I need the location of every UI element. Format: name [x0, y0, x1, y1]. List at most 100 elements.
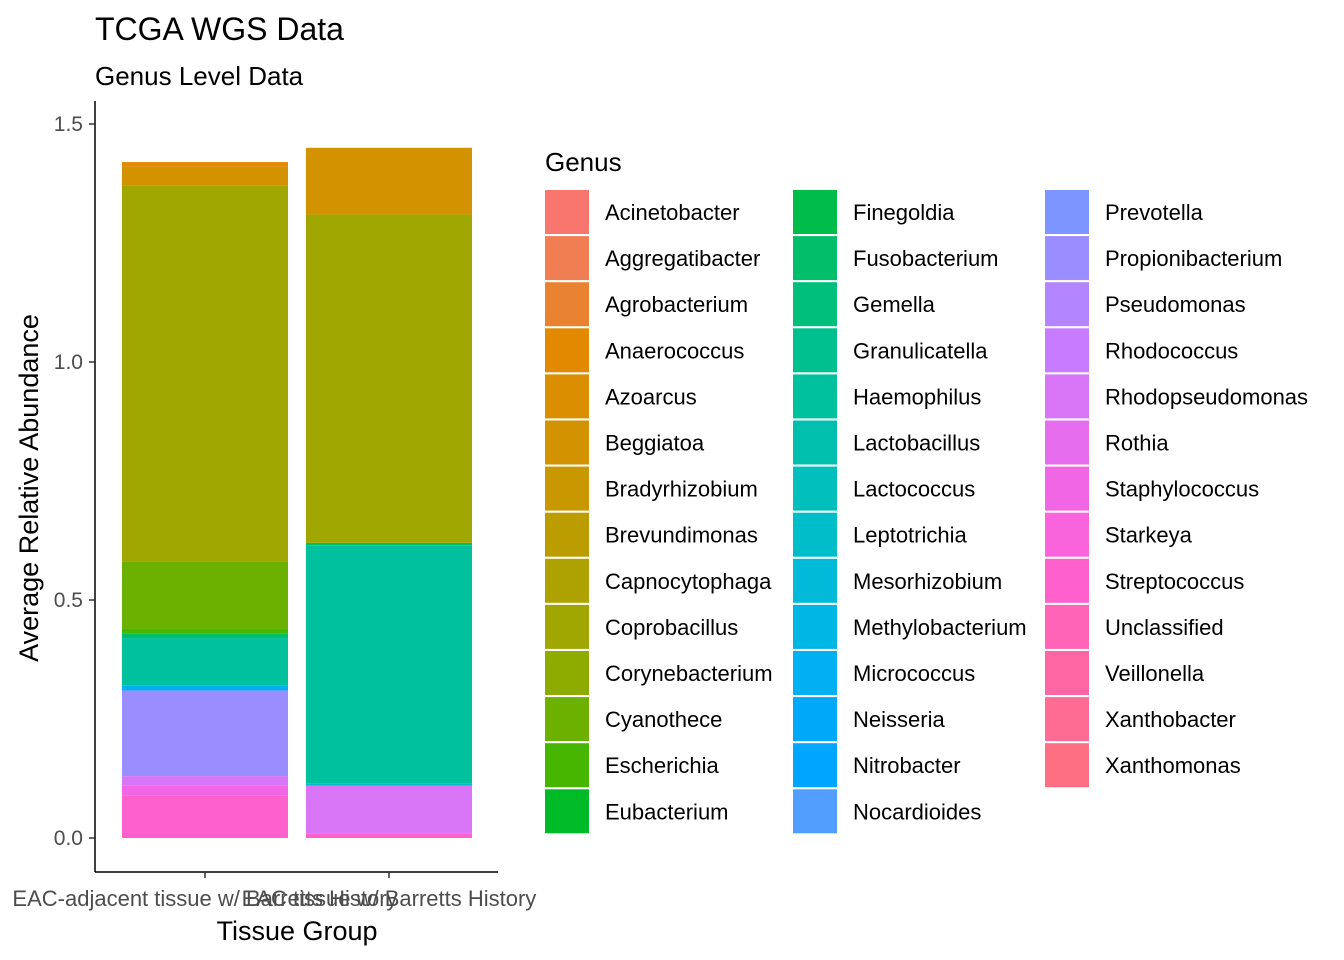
legend-item: Nitrobacter [793, 743, 961, 788]
legend-item: Acinetobacter [545, 190, 740, 234]
legend-label: Corynebacterium [605, 661, 773, 686]
legend-item: Unclassified [1045, 604, 1224, 649]
legend-label: Brevundimonas [605, 523, 758, 548]
legend-item: Eubacterium [545, 789, 729, 834]
legend-swatch [1045, 604, 1089, 649]
legend-label: Methylobacterium [853, 615, 1027, 640]
legend-title: Genus [545, 147, 622, 177]
legend-label: Rothia [1105, 431, 1169, 456]
legend-swatch [545, 420, 589, 465]
y-tick-label: 1.0 [54, 351, 83, 374]
bar-segment-fusobacterium-0 [122, 633, 288, 639]
plot-panel: 0.0 0.5 1.0 1.5 EAC-adjacent tissue w/ Barr… [12, 101, 536, 911]
legend-label: Rhodopseudomonas [1105, 384, 1308, 409]
legend-item: Micrococcus [793, 651, 975, 695]
legend-label: Nitrobacter [853, 753, 961, 778]
bar-segment-lactococcus-1 [306, 783, 472, 786]
legend-item: Agrobacterium [545, 282, 748, 327]
bar-segment-staphylococcus-0 [122, 785, 288, 796]
legend-item: Corynebacterium [545, 651, 773, 695]
legend-label: Veillonella [1105, 661, 1205, 686]
legend-label: Rhodococcus [1105, 338, 1238, 363]
legend-swatch [545, 328, 589, 373]
legend-label: Escherichia [605, 753, 719, 778]
legend-swatch [793, 374, 837, 419]
legend-label: Bradyrhizobium [605, 477, 758, 502]
legend-item: Rhodococcus [1045, 328, 1238, 373]
legend-item: Aggregatibacter [545, 236, 760, 281]
legend-swatch [545, 789, 589, 834]
y-tick-label: 0.5 [54, 589, 83, 612]
legend-item: Xanthobacter [1045, 697, 1236, 742]
legend-label: Leptotrichia [853, 523, 968, 548]
legend: Genus Acinetobacter Aggregatibacter Agroba… [545, 147, 1308, 834]
legend-swatch [793, 420, 837, 465]
legend-label: Beggiatoa [605, 431, 705, 456]
legend-label: Aggregatibacter [605, 246, 760, 271]
legend-label: Prevotella [1105, 200, 1204, 225]
legend-swatch [545, 697, 589, 742]
legend-label: Finegoldia [853, 200, 955, 225]
bar-segment-propionibacterium-0 [122, 690, 288, 777]
chart-title: TCGA WGS Data [95, 11, 344, 47]
legend-label: Lactobacillus [853, 431, 980, 456]
legend-label: Nocardioides [853, 799, 981, 824]
legend-swatch [1045, 236, 1089, 281]
legend-label: Haemophilus [853, 384, 981, 409]
legend-item: Gemella [793, 282, 936, 327]
bar-segment-fusobacterium-1 [306, 542, 472, 546]
legend-label: Staphylococcus [1105, 477, 1259, 502]
legend-item: Lactococcus [793, 466, 975, 511]
legend-item: Rothia [1045, 420, 1169, 465]
legend-swatch [793, 512, 837, 557]
legend-item: Lactobacillus [793, 420, 980, 465]
legend-label: Pseudomonas [1105, 292, 1246, 317]
legend-swatch [545, 651, 589, 695]
legend-item: Rhodopseudomonas [1045, 374, 1308, 419]
legend-item: Azoarcus [545, 374, 697, 419]
x-tick-label: EAC tissue w/ Barretts History [242, 886, 537, 911]
x-axis-label: Tissue Group [216, 916, 377, 946]
y-tick-label: 0.0 [54, 827, 83, 850]
legend-swatch [793, 328, 837, 373]
legend-swatch [545, 604, 589, 649]
legend-swatch [793, 466, 837, 511]
legend-swatch [545, 282, 589, 327]
legend-label: Gemella [853, 292, 936, 317]
legend-item: Haemophilus [793, 374, 981, 419]
bar-segment-streptococcus-0 [122, 795, 288, 838]
legend-swatch [793, 743, 837, 788]
legend-label: Lactococcus [853, 477, 975, 502]
bar-segment-coprobacillus-1 [306, 214, 472, 543]
legend-label: Propionibacterium [1105, 246, 1282, 271]
bar-segment-haemophilus-0 [122, 638, 288, 686]
y-tick-label: 1.5 [54, 113, 83, 136]
legend-swatch [1045, 512, 1089, 557]
legend-item: Pseudomonas [1045, 282, 1246, 327]
bar-segment-rhodopseudomonas-1 [306, 785, 472, 834]
legend-label: Fusobacterium [853, 246, 999, 271]
legend-swatch [793, 789, 837, 834]
legend-swatch [1045, 190, 1089, 234]
legend-swatch [545, 190, 589, 234]
legend-swatch [793, 604, 837, 649]
legend-swatch [1045, 743, 1089, 788]
legend-swatch [545, 558, 589, 603]
legend-label: Unclassified [1105, 615, 1224, 640]
legend-item: Methylobacterium [793, 604, 1027, 649]
legend-label: Anaerococcus [605, 338, 744, 363]
legend-label: Micrococcus [853, 661, 975, 686]
legend-item: Fusobacterium [793, 236, 999, 281]
x-tick-label: EAC-adjacent tissue w/ Barretts History [12, 886, 397, 911]
bar-segment-beggiatoa-1 [306, 147, 472, 215]
legend-swatch [793, 190, 837, 234]
legend-swatch [1045, 374, 1089, 419]
y-axis-label: Average Relative Abundance [14, 314, 44, 662]
legend-item: Nocardioides [793, 789, 981, 834]
legend-label: Cyanothece [605, 707, 722, 732]
legend-swatch [1045, 420, 1089, 465]
legend-item: Leptotrichia [793, 512, 968, 557]
bar-segment-coprobacillus-0 [122, 185, 288, 562]
bar-segment-rhodopseudomonas-0 [122, 776, 288, 786]
